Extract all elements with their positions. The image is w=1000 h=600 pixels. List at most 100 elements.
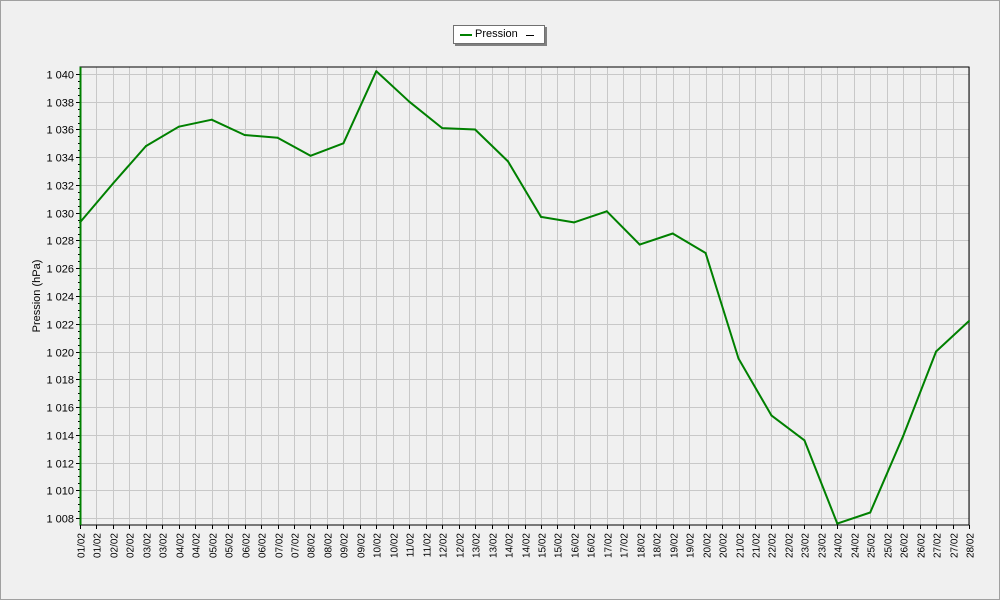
x-tick-label: 14/02 [505, 533, 516, 558]
x-tick-label: 17/02 [620, 533, 631, 558]
x-tick-label: 06/02 [242, 533, 253, 558]
x-tick-label: 24/02 [834, 533, 845, 558]
x-tick-label: 13/02 [472, 533, 483, 558]
data-point [638, 243, 641, 246]
data-point [210, 118, 213, 121]
data-point [605, 210, 608, 213]
x-tick-label: 02/02 [110, 533, 121, 558]
data-point [540, 215, 542, 218]
x-tick-label: 10/02 [390, 533, 401, 558]
data-point [803, 439, 806, 442]
data-point [737, 357, 740, 360]
y-tick-label: 1 040 [46, 70, 74, 82]
series-line-pression [79, 70, 970, 525]
legend: Pression [453, 25, 545, 44]
x-tick-label: 07/02 [275, 533, 286, 558]
x-tick-label: 21/02 [752, 533, 763, 558]
x-tick-label: 18/02 [637, 533, 648, 558]
x-tick-label: 01/02 [93, 533, 104, 558]
data-point [572, 221, 575, 224]
x-tick-label: 23/02 [801, 533, 812, 558]
y-tick-label: 1 028 [46, 236, 74, 248]
x-tick-label: 16/02 [571, 533, 582, 558]
x-tick-label: 05/02 [209, 533, 220, 558]
series-pression [79, 70, 970, 525]
x-tick-label: 07/02 [291, 533, 302, 558]
y-tick-label: 1 022 [46, 320, 74, 332]
y-tick-label: 1 038 [46, 98, 74, 110]
x-tick-label: 11/02 [423, 533, 434, 558]
x-tick-label: 27/02 [950, 533, 961, 558]
x-tick-label: 17/02 [604, 533, 615, 558]
x-tick-label: 03/02 [159, 533, 170, 558]
x-tick-label: 09/02 [357, 533, 368, 558]
x-tick-label: 02/02 [126, 533, 137, 558]
data-point [276, 136, 279, 139]
x-tick-label: 01/02 [77, 533, 88, 558]
x-tick-label: 25/02 [867, 533, 878, 558]
x-tick-label: 16/02 [587, 533, 598, 558]
x-tick-label: 22/02 [785, 533, 796, 558]
legend-swatch-pression [460, 34, 472, 36]
x-tick-label: 10/02 [373, 533, 384, 558]
y-tick-label: 1 036 [46, 125, 74, 137]
x-tick-label: 25/02 [884, 533, 895, 558]
data-point [902, 435, 905, 438]
data-point [836, 522, 839, 525]
y-tick-label: 1 020 [46, 348, 74, 360]
x-tick-label: 12/02 [439, 533, 450, 558]
x-tick-label: 09/02 [340, 533, 351, 558]
y-tick-label: 1 008 [46, 514, 74, 526]
y-tick-label: 1 026 [46, 264, 74, 276]
y-tick-label: 1 030 [46, 209, 74, 221]
data-point [935, 350, 938, 353]
data-point [342, 142, 345, 145]
data-point [474, 128, 477, 131]
x-tick-label: 28/02 [966, 533, 977, 558]
x-tick-label: 04/02 [192, 533, 203, 558]
x-tick-label: 15/02 [554, 533, 565, 558]
data-point [968, 320, 970, 322]
x-tick-label: 06/02 [258, 533, 269, 558]
legend-label-pression: Pression [475, 28, 518, 40]
data-point [869, 511, 872, 514]
x-tick-label: 23/02 [818, 533, 829, 558]
x-tick-label: 21/02 [736, 533, 747, 558]
x-tick-label: 03/02 [143, 533, 154, 558]
data-point [375, 70, 378, 73]
y-tick-label: 1 016 [46, 403, 74, 415]
x-tick-label: 24/02 [851, 533, 862, 558]
x-tick-label: 19/02 [686, 533, 697, 558]
x-tick-label: 20/02 [703, 533, 714, 558]
grid [80, 67, 970, 525]
x-tick-label: 27/02 [933, 533, 944, 558]
x-tick-label: 08/02 [307, 533, 318, 558]
x-tick-label: 26/02 [917, 533, 928, 558]
x-tick-label: 11/02 [406, 533, 417, 558]
data-point [408, 100, 411, 103]
y-axis-label: Pression (hPa) [31, 260, 43, 333]
x-axis: 01/02 01/02 02/02 02/02 03/02 03/02 04/02 04/02… [77, 525, 977, 558]
x-tick-label: 12/02 [456, 533, 467, 558]
y-tick-label: 1 012 [46, 459, 74, 471]
x-tick-label: 15/02 [538, 533, 549, 558]
x-tick-label: 04/02 [176, 533, 187, 558]
data-point [770, 414, 773, 417]
x-tick-label: 20/02 [719, 533, 730, 558]
data-point [507, 160, 509, 163]
x-tick-label: 14/02 [522, 533, 533, 558]
data-point [441, 127, 444, 130]
data-point [144, 145, 147, 148]
x-tick-label: 18/02 [653, 533, 664, 558]
x-tick-label: 22/02 [768, 533, 779, 558]
y-axis: 1 008 1 010 1 012 1 014 1 016 1 018 1 020 1 022… [46, 70, 80, 526]
data-point [671, 232, 674, 235]
data-point [111, 182, 114, 185]
data-point [243, 134, 246, 136]
y-tick-label: 1 024 [46, 292, 74, 304]
x-tick-label: 19/02 [670, 533, 681, 558]
data-point [704, 252, 707, 254]
data-point [79, 221, 81, 224]
x-tick-label: 05/02 [225, 533, 236, 558]
